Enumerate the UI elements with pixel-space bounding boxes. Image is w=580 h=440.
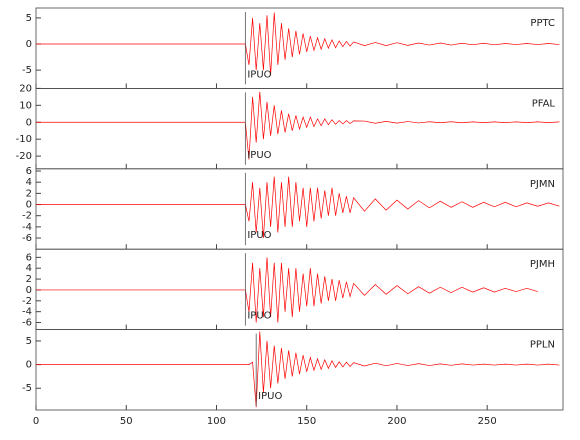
y-tick-label: -10 (16, 134, 32, 145)
pick-label: IPUO (258, 391, 282, 402)
panel-frame (35, 7, 564, 89)
pick-label: IPUO (247, 230, 271, 241)
y-tick-label: -6 (22, 318, 32, 329)
y-tick-label: 0 (26, 200, 32, 211)
y-tick-label: -4 (22, 307, 32, 318)
y-tick-label: -6 (22, 233, 32, 244)
y-tick-label: 6 (26, 252, 32, 263)
pick-label: IPUO (247, 150, 271, 161)
station-label: PJMN (530, 179, 555, 190)
y-tick-label: 2 (26, 274, 32, 285)
waveform (36, 12, 560, 76)
pick-label: IPUO (247, 69, 271, 80)
station-label: PFAL (532, 98, 556, 109)
y-tick-label: 4 (26, 263, 32, 274)
x-tick-label: 0 (33, 416, 39, 427)
x-tick-label: 200 (387, 416, 406, 427)
waveform (36, 176, 560, 239)
y-tick-label: 5 (26, 13, 32, 24)
y-tick-label: 4 (26, 177, 32, 188)
station-label: PPLN (530, 340, 555, 351)
y-tick-label: -5 (22, 65, 32, 76)
waveform (36, 91, 560, 160)
y-tick-label: 0 (26, 360, 32, 371)
y-tick-label: -5 (22, 383, 32, 394)
x-tick-label: 150 (297, 416, 316, 427)
pick-label: IPUO (247, 311, 271, 322)
y-tick-label: -20 (16, 151, 32, 162)
y-tick-label: 0 (26, 285, 32, 296)
x-tick-label: 50 (120, 416, 133, 427)
y-tick-label: 10 (19, 100, 32, 111)
y-tick-label: 0 (26, 117, 32, 128)
y-tick-label: -4 (22, 222, 32, 233)
waveform (36, 257, 538, 323)
station-label: PJMH (530, 259, 555, 270)
y-tick-label: 6 (26, 166, 32, 177)
station-label: PPTC (530, 18, 555, 29)
y-tick-label: 20 (19, 83, 32, 94)
y-tick-label: 2 (26, 188, 32, 199)
panel-frame (35, 329, 564, 411)
y-tick-label: 5 (26, 336, 32, 347)
y-tick-label: 0 (26, 39, 32, 50)
panel-frame (35, 168, 564, 250)
panel-frame (35, 248, 564, 330)
y-tick-label: -2 (22, 211, 32, 222)
y-tick-label: -2 (22, 296, 32, 307)
waveform (36, 331, 560, 408)
x-tick-label: 100 (207, 416, 226, 427)
x-tick-label: 250 (478, 416, 497, 427)
